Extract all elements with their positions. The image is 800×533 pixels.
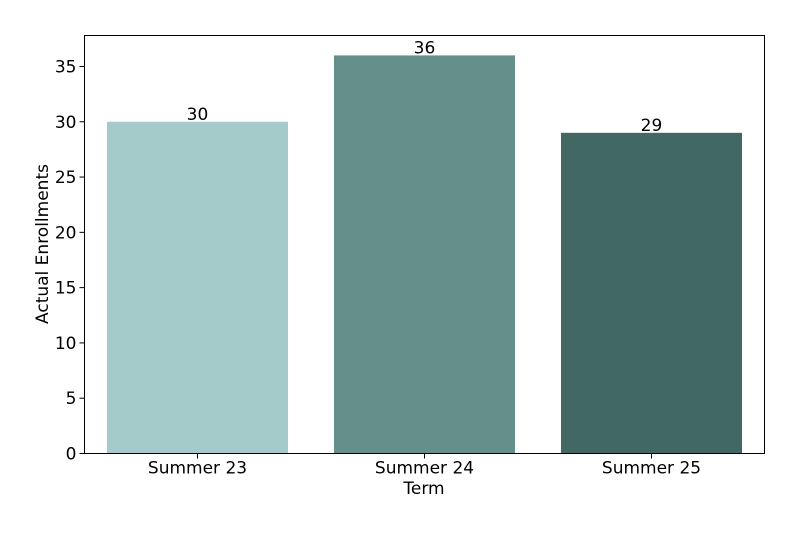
y-tick-label: 35: [55, 57, 77, 77]
y-tick-label: 30: [55, 113, 77, 133]
bars-layer: [107, 55, 742, 454]
x-axis-label: Term: [402, 479, 444, 499]
y-tick-label: 25: [55, 168, 77, 188]
y-tick-label: 15: [55, 279, 77, 299]
y-tick-label: 20: [55, 223, 77, 243]
bar-summer-23: [107, 121, 288, 454]
bar-summer-24: [334, 55, 515, 454]
y-tick-label: 10: [55, 334, 77, 354]
y-tick-label: 0: [66, 445, 77, 465]
y-axis: 0 5 10 15 20 25 30 35: [55, 57, 85, 465]
data-label: 30: [187, 105, 209, 125]
data-labels: 30 36 29: [187, 38, 663, 135]
bar-summer-25: [561, 132, 742, 454]
x-tick-label: Summer 25: [602, 459, 701, 479]
y-tick-label: 5: [66, 389, 77, 409]
data-label: 29: [641, 116, 663, 136]
x-tick-label: Summer 23: [148, 459, 247, 479]
data-label: 36: [414, 38, 436, 58]
x-tick-label: Summer 24: [375, 459, 474, 479]
x-axis: Summer 23 Summer 24 Summer 25: [148, 453, 701, 479]
y-axis-label: Actual Enrollments: [33, 164, 53, 324]
